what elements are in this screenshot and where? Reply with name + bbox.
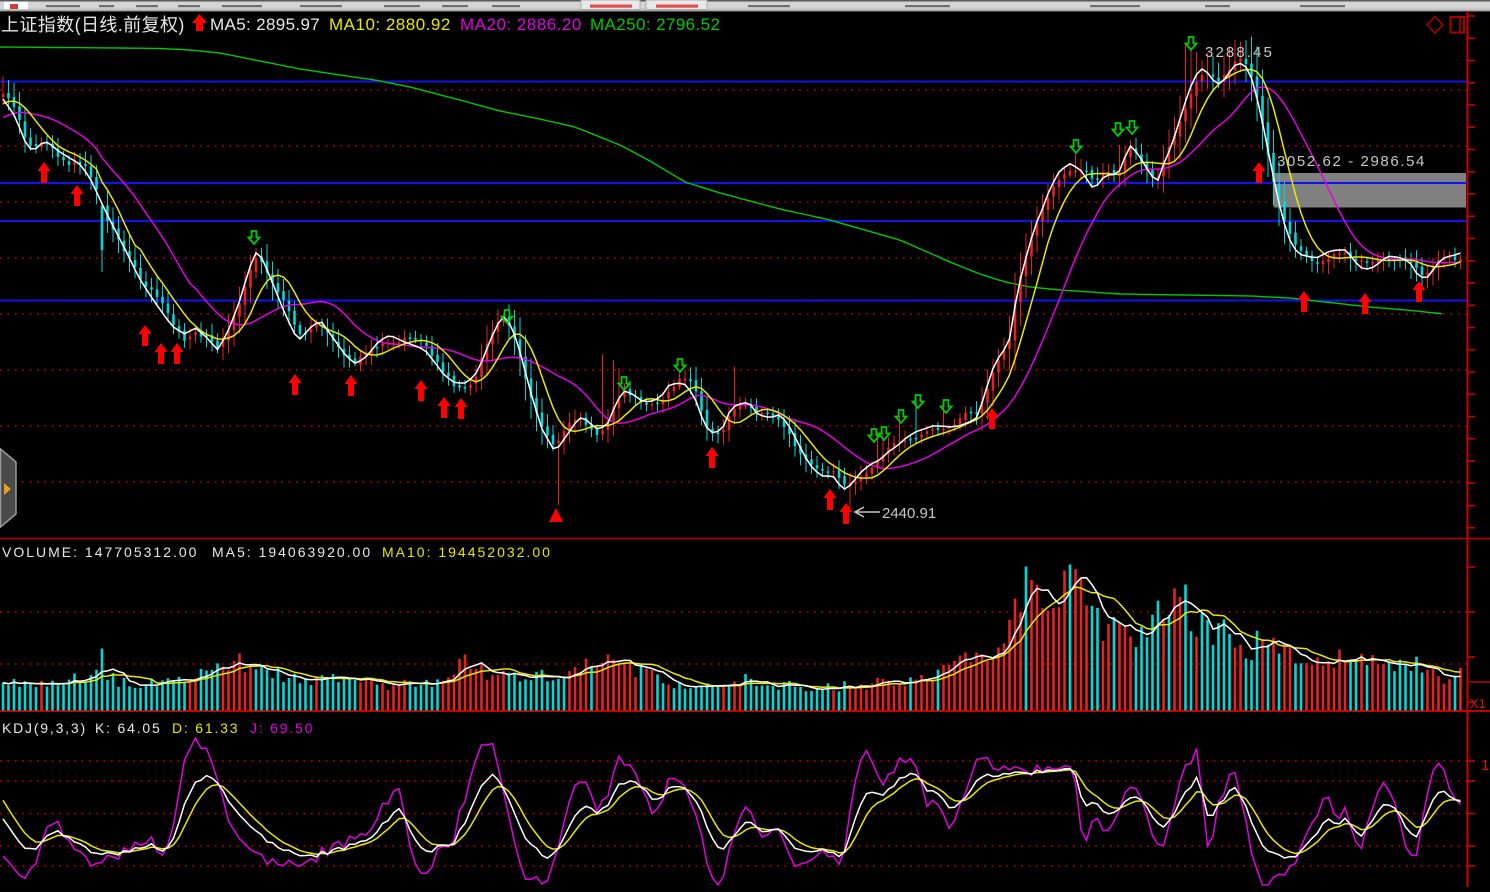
svg-text:MA5: 2895.97: MA5: 2895.97 xyxy=(210,15,320,34)
svg-text:MA10: 2880.92: MA10: 2880.92 xyxy=(329,15,451,34)
svg-text:MA5: 194063920.00: MA5: 194063920.00 xyxy=(212,544,372,560)
svg-text:X1: X1 xyxy=(1470,696,1486,711)
svg-text:K: 64.05: K: 64.05 xyxy=(95,720,162,736)
svg-text:D: 61.33: D: 61.33 xyxy=(172,720,239,736)
svg-text:3288.45: 3288.45 xyxy=(1205,44,1274,61)
svg-text:2440.91: 2440.91 xyxy=(882,505,936,522)
svg-text:3052.62 - 2986.54: 3052.62 - 2986.54 xyxy=(1277,153,1426,170)
svg-text:MA20: 2886.20: MA20: 2886.20 xyxy=(460,15,582,34)
svg-text:上证指数(日线.前复权): 上证指数(日线.前复权) xyxy=(1,15,185,35)
svg-text:MA250: 2796.52: MA250: 2796.52 xyxy=(590,15,720,34)
svg-text:MA10: 194452032.00: MA10: 194452032.00 xyxy=(382,544,552,560)
svg-text:J: 69.50: J: 69.50 xyxy=(250,720,314,736)
svg-text:1: 1 xyxy=(1481,757,1489,774)
svg-text:VOLUME: 147705312.00: VOLUME: 147705312.00 xyxy=(2,544,198,560)
svg-text:KDJ(9,3,3): KDJ(9,3,3) xyxy=(2,720,87,736)
